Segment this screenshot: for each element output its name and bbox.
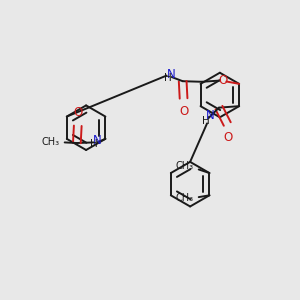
Text: O: O bbox=[73, 106, 83, 119]
Text: N: N bbox=[93, 134, 101, 146]
Text: CH₃: CH₃ bbox=[176, 161, 194, 171]
Text: O: O bbox=[179, 105, 188, 118]
Text: H: H bbox=[202, 116, 209, 126]
Text: CH₃: CH₃ bbox=[176, 193, 194, 203]
Text: N: N bbox=[206, 109, 214, 122]
Text: H: H bbox=[164, 73, 172, 83]
Text: O: O bbox=[223, 130, 232, 143]
Text: O: O bbox=[218, 74, 227, 87]
Text: H: H bbox=[90, 139, 98, 149]
Text: N: N bbox=[167, 68, 176, 81]
Text: CH₃: CH₃ bbox=[42, 137, 60, 147]
